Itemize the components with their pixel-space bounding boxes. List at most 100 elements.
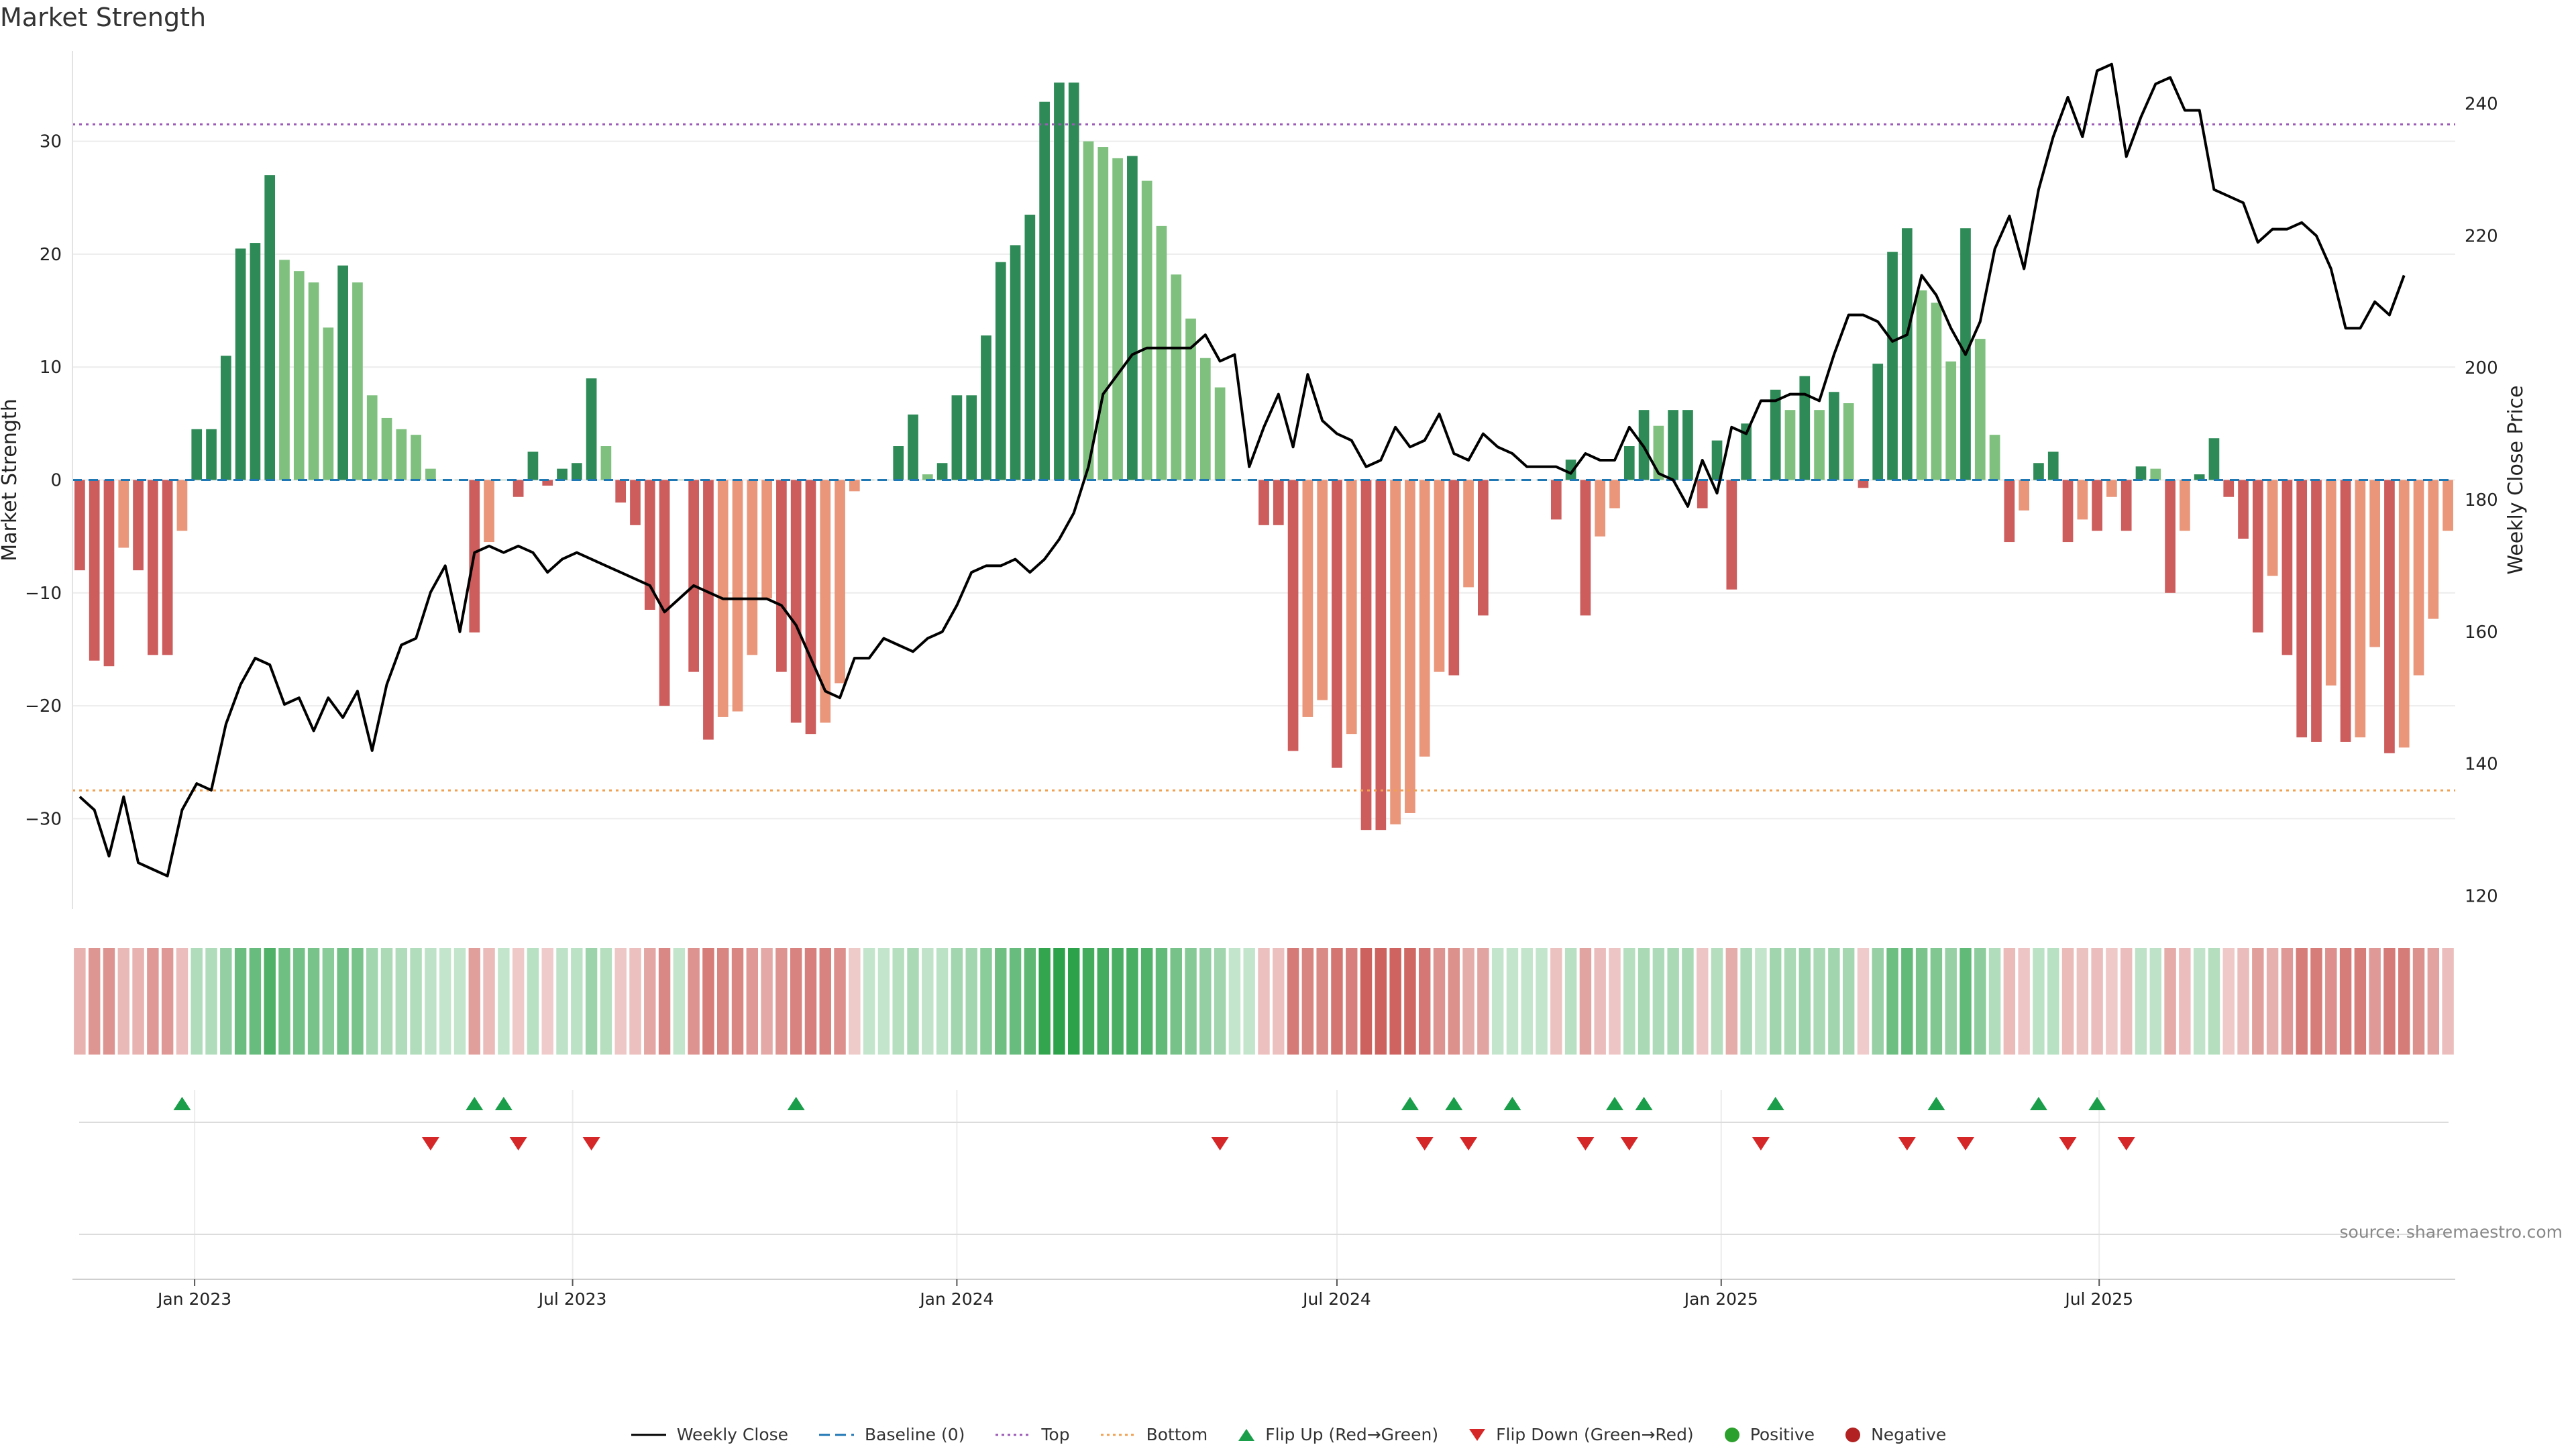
- strength-bar: [1024, 215, 1036, 480]
- right-tick-label: 220: [2465, 226, 2498, 246]
- left-tick-label: 30: [40, 132, 62, 152]
- strength-bar: [1901, 228, 1913, 480]
- strength-bars: [74, 83, 2453, 830]
- flip-up-marker: [1605, 1097, 1623, 1110]
- heat-cell: [1842, 948, 1855, 1055]
- flip-down-marker: [509, 1137, 527, 1150]
- x-tick-label: Jul 2023: [537, 1289, 607, 1309]
- heat-cell: [1301, 948, 1314, 1055]
- strength-bar: [279, 260, 290, 480]
- strength-bar: [1726, 480, 1737, 590]
- heat-cell: [1521, 948, 1533, 1055]
- strength-bar: [1185, 318, 1196, 480]
- strength-bar: [323, 327, 334, 480]
- strength-bar: [1741, 423, 1752, 480]
- heat-cell: [1872, 948, 1884, 1055]
- heat-cell: [2120, 948, 2133, 1055]
- strength-bar: [2062, 480, 2074, 543]
- heat-cell: [1550, 948, 1562, 1055]
- heat-cell: [395, 948, 408, 1055]
- heat-cell: [2047, 948, 2059, 1055]
- legend-baseline: Baseline (0): [818, 1425, 965, 1444]
- heat-cell: [1346, 948, 1358, 1055]
- heat-cell: [2061, 948, 2074, 1055]
- heat-cell: [1667, 948, 1679, 1055]
- heat-cell: [2091, 948, 2103, 1055]
- strength-bar: [908, 414, 918, 480]
- heat-cell: [2135, 948, 2147, 1055]
- strength-bar: [1989, 435, 2000, 480]
- flip-up-marker: [494, 1097, 513, 1110]
- strength-bar: [2033, 463, 2044, 480]
- flip-up-marker: [2029, 1097, 2047, 1110]
- heat-cell: [1930, 948, 1943, 1055]
- flip-up-marker: [466, 1097, 484, 1110]
- heat-cell: [1740, 948, 1752, 1055]
- heat-cell: [1331, 948, 1343, 1055]
- reference-lines: [72, 123, 2455, 792]
- heat-cell: [2442, 948, 2454, 1055]
- heat-cell: [1477, 948, 1489, 1055]
- flip-down-marker: [1898, 1137, 1916, 1150]
- heat-cell: [527, 948, 539, 1055]
- heat-cell: [322, 948, 335, 1055]
- x-tick-label: Jan 2024: [918, 1289, 994, 1309]
- heat-cell: [980, 948, 992, 1055]
- strength-bar: [1974, 339, 1986, 480]
- strength-bar: [411, 435, 421, 480]
- legend-flip-down: Flip Down (Green→Red): [1468, 1425, 1694, 1444]
- strength-bar: [1171, 274, 1182, 480]
- heat-cell: [746, 948, 759, 1055]
- strength-bar: [1478, 480, 1489, 616]
- strength-bar: [2092, 480, 2102, 531]
- heat-cell: [1038, 948, 1051, 1055]
- strength-bar: [2106, 480, 2117, 497]
- strength-heat-strip: [74, 948, 2454, 1055]
- grid: [72, 140, 2455, 1281]
- strength-bar: [951, 395, 963, 480]
- strength-bar: [1390, 480, 1401, 824]
- heat-cell: [775, 948, 788, 1055]
- strength-bar: [1916, 290, 1927, 480]
- right-tick-label: 240: [2465, 95, 2498, 115]
- strength-bar: [805, 480, 816, 735]
- strength-bar: [600, 446, 612, 480]
- strength-bar: [835, 480, 845, 684]
- heat-cell: [1287, 948, 1299, 1055]
- right-tick-label: 140: [2465, 755, 2498, 775]
- strength-bar: [1814, 410, 1825, 480]
- legend-label: Flip Up (Red→Green): [1265, 1425, 1439, 1444]
- strength-bar: [674, 480, 684, 481]
- heat-cell: [1711, 948, 1723, 1055]
- strength-bar: [2150, 468, 2161, 480]
- strength-bar: [1039, 101, 1050, 480]
- heat-cell: [1506, 948, 1519, 1055]
- heat-cell: [2369, 948, 2381, 1055]
- strength-bar: [235, 248, 246, 480]
- strength-bar: [103, 480, 115, 667]
- strength-bar: [1931, 303, 1942, 480]
- flip-up-marker: [1503, 1097, 1521, 1110]
- strength-bar: [1448, 480, 1460, 676]
- heat-cell: [1375, 948, 1387, 1055]
- strength-bar: [513, 480, 524, 497]
- strength-bar: [2413, 480, 2424, 676]
- x-tick-label: Jan 2025: [1683, 1289, 1758, 1309]
- x-tick-label: Jul 2024: [1301, 1289, 1371, 1309]
- heat-cell: [951, 948, 963, 1055]
- heat-cell: [410, 948, 422, 1055]
- strength-bar: [1609, 480, 1620, 508]
- heat-cell: [1988, 948, 2001, 1055]
- strength-bar: [1083, 141, 1094, 480]
- strength-bar: [2238, 480, 2249, 539]
- heat-cell: [717, 948, 729, 1055]
- legend-label: Positive: [1750, 1425, 1815, 1444]
- heat-cell: [1082, 948, 1095, 1055]
- strength-bar: [1317, 480, 1328, 700]
- flip-down-marker: [1752, 1137, 1770, 1150]
- strength-bar: [1287, 480, 1299, 751]
- heat-cell: [1316, 948, 1328, 1055]
- strength-bar: [1580, 480, 1591, 616]
- heat-cell: [2325, 948, 2337, 1055]
- strength-bar: [2398, 480, 2410, 748]
